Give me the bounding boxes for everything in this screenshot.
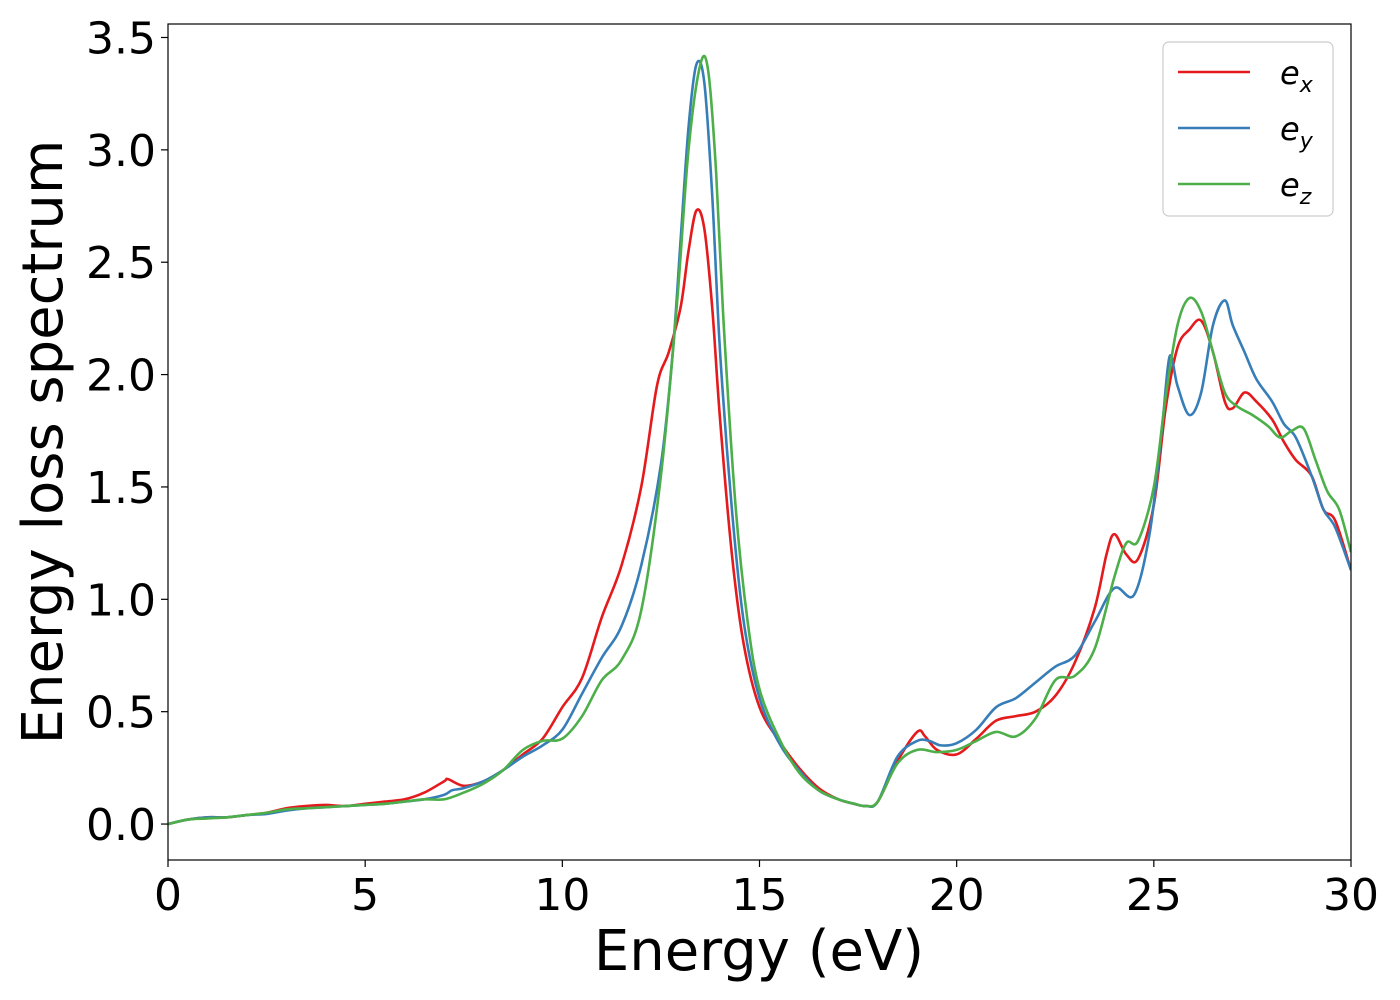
legend-label-e-z: ez xyxy=(1280,166,1312,210)
legend-label-e-x: ex xyxy=(1280,54,1314,98)
legend-label-subscript: z xyxy=(1299,185,1312,210)
x-tick-label: 5 xyxy=(351,870,379,921)
y-tick-label: 0.0 xyxy=(86,800,156,851)
x-tick-label: 0 xyxy=(154,870,182,921)
y-tick-label: 0.5 xyxy=(86,688,156,739)
y-tick-label: 1.5 xyxy=(86,463,156,514)
y-tick-label: 2.5 xyxy=(86,238,156,289)
x-tick-label: 30 xyxy=(1323,870,1379,921)
legend-label-subscript: x xyxy=(1299,73,1314,98)
y-tick-label: 3.0 xyxy=(86,126,156,177)
x-tick-label: 10 xyxy=(534,870,590,921)
y-axis-label: Energy loss spectrum xyxy=(11,140,76,745)
x-tick-label: 25 xyxy=(1126,870,1182,921)
legend-label-subscript: y xyxy=(1299,129,1314,154)
series-layer xyxy=(168,54,1351,826)
legend-label-base: e xyxy=(1280,166,1300,204)
x-axis: 0 5 10 15 20 25 30 xyxy=(154,860,1379,921)
x-tick-label: 15 xyxy=(732,870,788,921)
legend-label-e-y: ey xyxy=(1280,110,1314,154)
y-tick-label: 3.5 xyxy=(86,13,156,64)
legend-label-base: e xyxy=(1280,110,1300,148)
x-axis-label: Energy (eV) xyxy=(594,919,924,984)
y-axis: 0.0 0.5 1.0 1.5 2.0 2.5 3.0 3.5 xyxy=(86,13,168,851)
y-tick-label: 1.0 xyxy=(86,575,156,626)
series-line-e-z xyxy=(168,54,1351,826)
x-tick-label: 20 xyxy=(929,870,985,921)
y-tick-label: 2.0 xyxy=(86,351,156,402)
legend-label-base: e xyxy=(1280,54,1300,92)
